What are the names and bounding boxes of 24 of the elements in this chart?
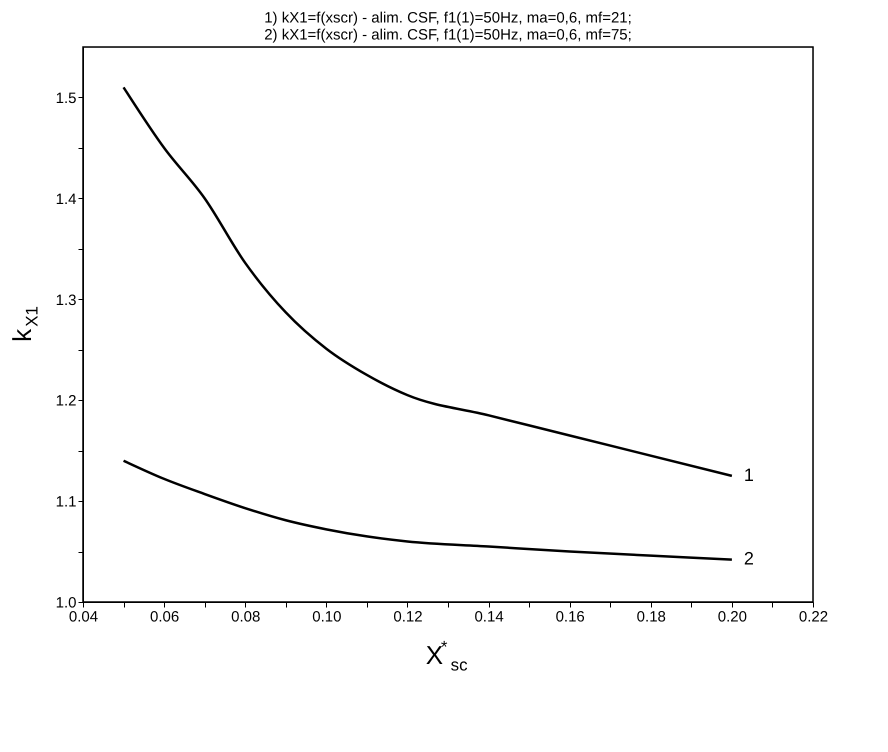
text: 1) kX1=f(xscr) - alim. CSF, f1(1)=50Hz, ma=0,6, mf=21; — [264, 9, 632, 26]
x-tick-label: 0.14 — [474, 608, 504, 626]
x-tick-label: 0.12 — [393, 608, 423, 626]
x-tick-label: 0.16 — [556, 608, 585, 626]
y-tick-label: 1.1 — [56, 494, 76, 511]
x-tick-label: 0.22 — [798, 608, 828, 626]
line-series — [122, 86, 734, 478]
y-tick-label: 1.4 — [56, 190, 76, 208]
x-tick-label: 0.10 — [312, 608, 342, 626]
y-tick-label: 1.2 — [56, 392, 76, 410]
series-label: 2 — [744, 548, 754, 569]
y-tick-label: 1.0 — [56, 594, 76, 612]
text: 2) kX1=f(xscr) - alim. CSF, f1(1)=50Hz, ma=0,6, mf=75; — [264, 26, 632, 44]
y-tick-label: 1.3 — [56, 292, 76, 309]
y-tick-label: 1.5 — [56, 90, 76, 107]
x-axis-title: X*sc — [426, 637, 468, 674]
x-tick-label: 0.20 — [718, 608, 747, 626]
line-series — [122, 459, 734, 561]
x-tick-label: 0.04 — [68, 608, 98, 626]
y-axis-title: kX1 — [7, 306, 42, 342]
x-tick-label: 0.06 — [150, 608, 180, 626]
x-tick-label: 0.08 — [231, 608, 260, 626]
series-label: 1 — [744, 464, 754, 485]
x-tick-label: 0.18 — [636, 608, 666, 626]
